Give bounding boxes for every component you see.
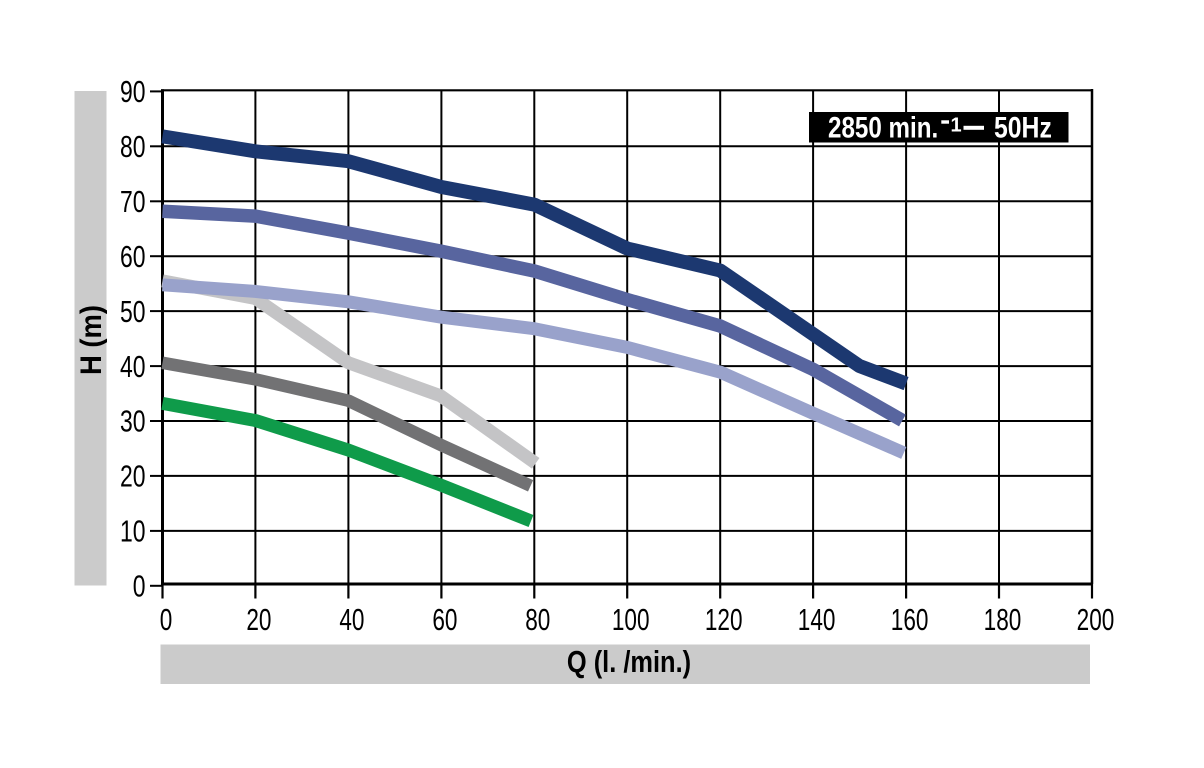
svg-text:50: 50 bbox=[120, 293, 145, 328]
svg-text:30: 30 bbox=[120, 403, 145, 438]
svg-text:40: 40 bbox=[120, 348, 145, 383]
svg-text:160: 160 bbox=[891, 603, 929, 637]
svg-text:10: 10 bbox=[120, 513, 145, 548]
svg-text:0: 0 bbox=[133, 568, 146, 603]
svg-text:20: 20 bbox=[246, 603, 271, 637]
svg-text:Q (l. /min.): Q (l. /min.) bbox=[567, 645, 691, 680]
svg-text:80: 80 bbox=[120, 129, 145, 164]
svg-text:100: 100 bbox=[612, 603, 650, 637]
svg-text:1: 1 bbox=[951, 115, 962, 137]
svg-text:0: 0 bbox=[160, 603, 173, 637]
svg-text:H (m): H (m) bbox=[75, 305, 108, 375]
svg-text:140: 140 bbox=[798, 603, 836, 637]
svg-text:2850 min.: 2850 min. bbox=[828, 111, 938, 144]
svg-text:60: 60 bbox=[120, 238, 145, 273]
svg-text:200: 200 bbox=[1077, 603, 1115, 637]
svg-text:40: 40 bbox=[339, 603, 364, 637]
svg-text:90: 90 bbox=[120, 74, 145, 109]
svg-text:50Hz: 50Hz bbox=[994, 110, 1052, 144]
svg-text:60: 60 bbox=[432, 603, 457, 637]
svg-text:20: 20 bbox=[120, 458, 145, 493]
svg-text:70: 70 bbox=[120, 184, 145, 219]
svg-text:80: 80 bbox=[525, 603, 550, 637]
svg-text:120: 120 bbox=[705, 603, 743, 637]
svg-text:180: 180 bbox=[984, 603, 1022, 637]
